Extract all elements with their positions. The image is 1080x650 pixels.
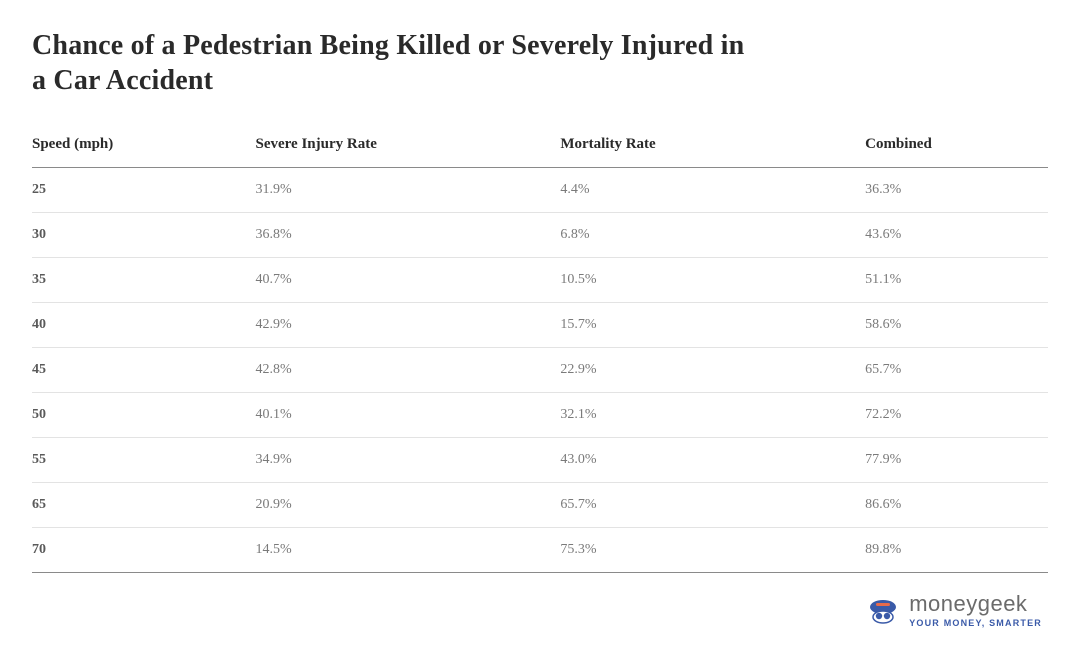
table-row: 7014.5%75.3%89.8% [32, 528, 1048, 573]
cell-mortality: 43.0% [560, 438, 865, 483]
cell-speed: 25 [32, 168, 256, 213]
data-table: Speed (mph) Severe Injury Rate Mortality… [32, 126, 1048, 573]
cell-speed: 70 [32, 528, 256, 573]
col-header-speed: Speed (mph) [32, 126, 256, 168]
cell-injury: 42.8% [256, 348, 561, 393]
cell-mortality: 6.8% [560, 213, 865, 258]
table-row: 6520.9%65.7%86.6% [32, 483, 1048, 528]
cell-speed: 50 [32, 393, 256, 438]
cell-combined: 72.2% [865, 393, 1048, 438]
cell-combined: 43.6% [865, 213, 1048, 258]
table-body: 2531.9%4.4%36.3% 3036.8%6.8%43.6% 3540.7… [32, 168, 1048, 573]
page-title: Chance of a Pedestrian Being Killed or S… [32, 28, 752, 98]
cell-injury: 34.9% [256, 438, 561, 483]
cell-injury: 31.9% [256, 168, 561, 213]
table-header-row: Speed (mph) Severe Injury Rate Mortality… [32, 126, 1048, 168]
col-header-combined: Combined [865, 126, 1048, 168]
cell-speed: 55 [32, 438, 256, 483]
cell-mortality: 65.7% [560, 483, 865, 528]
cell-mortality: 15.7% [560, 303, 865, 348]
cell-mortality: 10.5% [560, 258, 865, 303]
brand-text: moneygeek YOUR MONEY, SMARTER [909, 593, 1042, 628]
cell-injury: 40.1% [256, 393, 561, 438]
cell-mortality: 32.1% [560, 393, 865, 438]
brand-tagline: YOUR MONEY, SMARTER [909, 618, 1042, 628]
moneygeek-logo-icon [867, 597, 899, 625]
table-row: 3036.8%6.8%43.6% [32, 213, 1048, 258]
col-header-injury: Severe Injury Rate [256, 126, 561, 168]
table-row: 4542.8%22.9%65.7% [32, 348, 1048, 393]
table-row: 3540.7%10.5%51.1% [32, 258, 1048, 303]
cell-mortality: 75.3% [560, 528, 865, 573]
cell-injury: 42.9% [256, 303, 561, 348]
cell-combined: 58.6% [865, 303, 1048, 348]
cell-combined: 77.9% [865, 438, 1048, 483]
cell-injury: 20.9% [256, 483, 561, 528]
cell-combined: 36.3% [865, 168, 1048, 213]
brand-name: moneygeek [909, 593, 1027, 615]
cell-combined: 51.1% [865, 258, 1048, 303]
col-header-mortality: Mortality Rate [560, 126, 865, 168]
cell-injury: 40.7% [256, 258, 561, 303]
table-row: 5534.9%43.0%77.9% [32, 438, 1048, 483]
cell-injury: 14.5% [256, 528, 561, 573]
cell-speed: 65 [32, 483, 256, 528]
brand-footer: moneygeek YOUR MONEY, SMARTER [867, 593, 1042, 628]
table-row: 2531.9%4.4%36.3% [32, 168, 1048, 213]
table-row: 5040.1%32.1%72.2% [32, 393, 1048, 438]
cell-speed: 40 [32, 303, 256, 348]
cell-combined: 89.8% [865, 528, 1048, 573]
cell-speed: 35 [32, 258, 256, 303]
cell-speed: 30 [32, 213, 256, 258]
cell-speed: 45 [32, 348, 256, 393]
cell-injury: 36.8% [256, 213, 561, 258]
table-row: 4042.9%15.7%58.6% [32, 303, 1048, 348]
cell-combined: 86.6% [865, 483, 1048, 528]
cell-combined: 65.7% [865, 348, 1048, 393]
cell-mortality: 4.4% [560, 168, 865, 213]
cell-mortality: 22.9% [560, 348, 865, 393]
